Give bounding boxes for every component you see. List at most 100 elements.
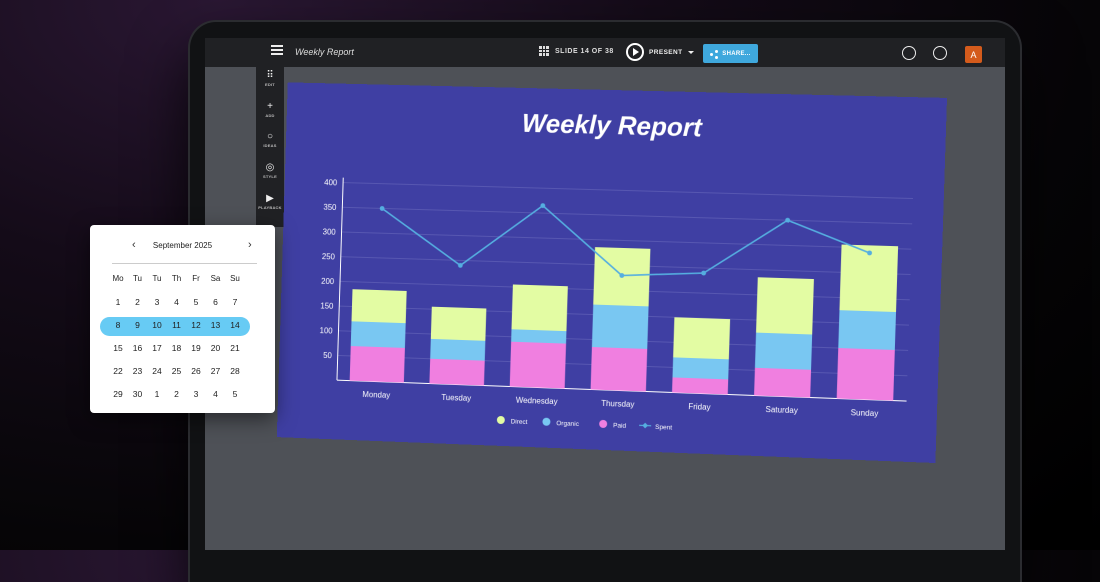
plus-icon: + [256, 102, 284, 113]
sidebar-item-edit[interactable]: ⠿ EDIT [256, 71, 284, 87]
avatar[interactable]: A [965, 46, 982, 63]
calendar-day[interactable]: 1 [147, 389, 167, 399]
calendar-day[interactable]: 25 [167, 366, 187, 376]
bar-segment-paid [510, 342, 566, 389]
y-tick-label: 400 [324, 178, 338, 187]
slide-canvas[interactable]: Weekly Report 50100150200250300350400Mon… [277, 82, 947, 463]
calendar-day[interactable]: 4 [206, 389, 226, 399]
calendar-day[interactable]: 3 [186, 389, 206, 399]
calendar-week: 891011121314 [108, 313, 263, 336]
sidebar-item-playback[interactable]: ▶ PLAYBACK [256, 194, 284, 210]
bar-segment-paid [591, 347, 648, 391]
legend-label: Paid [613, 422, 627, 430]
calendar-week: 15161718192021 [108, 336, 263, 359]
weekday-label: Mo [108, 274, 128, 283]
y-tick-label: 350 [323, 203, 337, 212]
sidebar-item-add[interactable]: + ADD [256, 102, 284, 118]
bar-segment-organic [351, 321, 406, 348]
calendar-day[interactable]: 22 [108, 366, 128, 376]
calendar-day[interactable]: 29 [108, 389, 128, 399]
bar-segment-paid [429, 359, 484, 386]
calendar-day[interactable]: 18 [167, 343, 187, 353]
calendar-day[interactable]: 27 [206, 366, 226, 376]
sidebar-item-label: IDEAS [256, 143, 284, 148]
calendar-day[interactable]: 5 [225, 389, 245, 399]
share-label: SHARE... [722, 51, 750, 57]
calendar-day[interactable]: 24 [147, 366, 167, 376]
calendar-day[interactable]: 4 [167, 297, 187, 307]
top-bar: Weekly Report SLIDE 14 OF 38 PRESENT SHA… [205, 38, 1005, 67]
calendar-day[interactable]: 14 [225, 320, 245, 330]
share-button[interactable]: SHARE... [703, 44, 758, 63]
lightbulb-icon: ○ [256, 132, 284, 143]
calendar-day[interactable]: 1 [108, 297, 128, 307]
legend-marker [642, 423, 648, 429]
play-icon [626, 43, 644, 61]
calendar-day[interactable]: 7 [225, 297, 245, 307]
sidebar-item-label: STYLE [256, 174, 284, 179]
sidebar-item-style[interactable]: ◎ STYLE [256, 163, 284, 179]
bar-segment-organic [430, 339, 485, 361]
calendar-day[interactable]: 19 [186, 343, 206, 353]
bar-segment-paid [350, 346, 405, 383]
bar-segment-organic [755, 333, 812, 370]
calendar-day[interactable]: 13 [206, 320, 226, 330]
bar-segment-paid [672, 377, 728, 394]
y-tick-label: 150 [320, 301, 334, 310]
calendar-day[interactable]: 5 [186, 297, 206, 307]
user-icon[interactable] [902, 46, 916, 60]
calendar-day[interactable]: 8 [108, 320, 128, 330]
y-tick-label: 300 [323, 227, 337, 236]
document-title[interactable]: Weekly Report [295, 47, 354, 57]
present-button[interactable]: PRESENT [626, 43, 694, 61]
calendar-day[interactable]: 11 [167, 320, 187, 330]
calendar-day[interactable]: 15 [108, 343, 128, 353]
calendar-day[interactable]: 12 [186, 320, 206, 330]
bar-segment-direct [756, 277, 814, 334]
legend-label: Spent [655, 424, 672, 432]
calendar-day[interactable]: 6 [206, 297, 226, 307]
x-tick-label: Friday [688, 402, 711, 412]
calendar-day[interactable]: 9 [128, 320, 148, 330]
sidebar-item-ideas[interactable]: ○ IDEAS [256, 132, 284, 148]
calendar-header: ‹ September 2025 › [90, 239, 275, 253]
slide-counter: SLIDE 14 OF 38 [555, 48, 614, 55]
slide-indicator[interactable]: SLIDE 14 OF 38 [539, 46, 614, 56]
present-label: PRESENT [649, 49, 683, 56]
bar-segment-direct [673, 317, 730, 359]
bar-segment-direct [352, 289, 407, 323]
calendar-day[interactable]: 30 [128, 389, 148, 399]
x-tick-label: Tuesday [441, 393, 471, 403]
bar-segment-organic [592, 305, 649, 349]
calendar-day[interactable]: 20 [206, 343, 226, 353]
calendar-day[interactable]: 21 [225, 343, 245, 353]
chevron-right-icon[interactable]: › [248, 239, 252, 251]
bar-segment-direct [431, 307, 487, 341]
gridline [342, 207, 912, 224]
calendar-grid: MoTuTuThFrSaSu12345678910111213141516171… [108, 267, 263, 405]
comment-add-icon[interactable] [933, 46, 947, 60]
y-axis [337, 178, 343, 381]
calendar-day[interactable]: 17 [147, 343, 167, 353]
weekday-label: Tu [128, 274, 148, 283]
chevron-down-icon [688, 51, 694, 54]
calendar-day[interactable]: 26 [186, 366, 206, 376]
legend-marker [599, 420, 607, 428]
bar-segment-paid [837, 348, 895, 401]
calendar-day[interactable]: 28 [225, 366, 245, 376]
divider [112, 263, 257, 264]
calendar-day[interactable]: 16 [128, 343, 148, 353]
calendar-week: 293012345 [108, 382, 263, 405]
calendar-day[interactable]: 2 [167, 389, 187, 399]
bar-segment-organic [838, 310, 896, 350]
calendar-day[interactable]: 10 [147, 320, 167, 330]
x-tick-label: Sunday [851, 408, 879, 418]
app-screen: Weekly Report SLIDE 14 OF 38 PRESENT SHA… [205, 38, 1005, 550]
sidebar-item-label: PLAYBACK [256, 205, 284, 210]
calendar-day[interactable]: 23 [128, 366, 148, 376]
calendar-day[interactable]: 2 [128, 297, 148, 307]
calendar-day[interactable]: 3 [147, 297, 167, 307]
menu-icon[interactable] [271, 45, 283, 57]
share-icon [710, 50, 718, 58]
sidebar: ⠿ EDIT + ADD ○ IDEAS ◎ STYLE ▶ PLAYBACK [256, 67, 284, 227]
